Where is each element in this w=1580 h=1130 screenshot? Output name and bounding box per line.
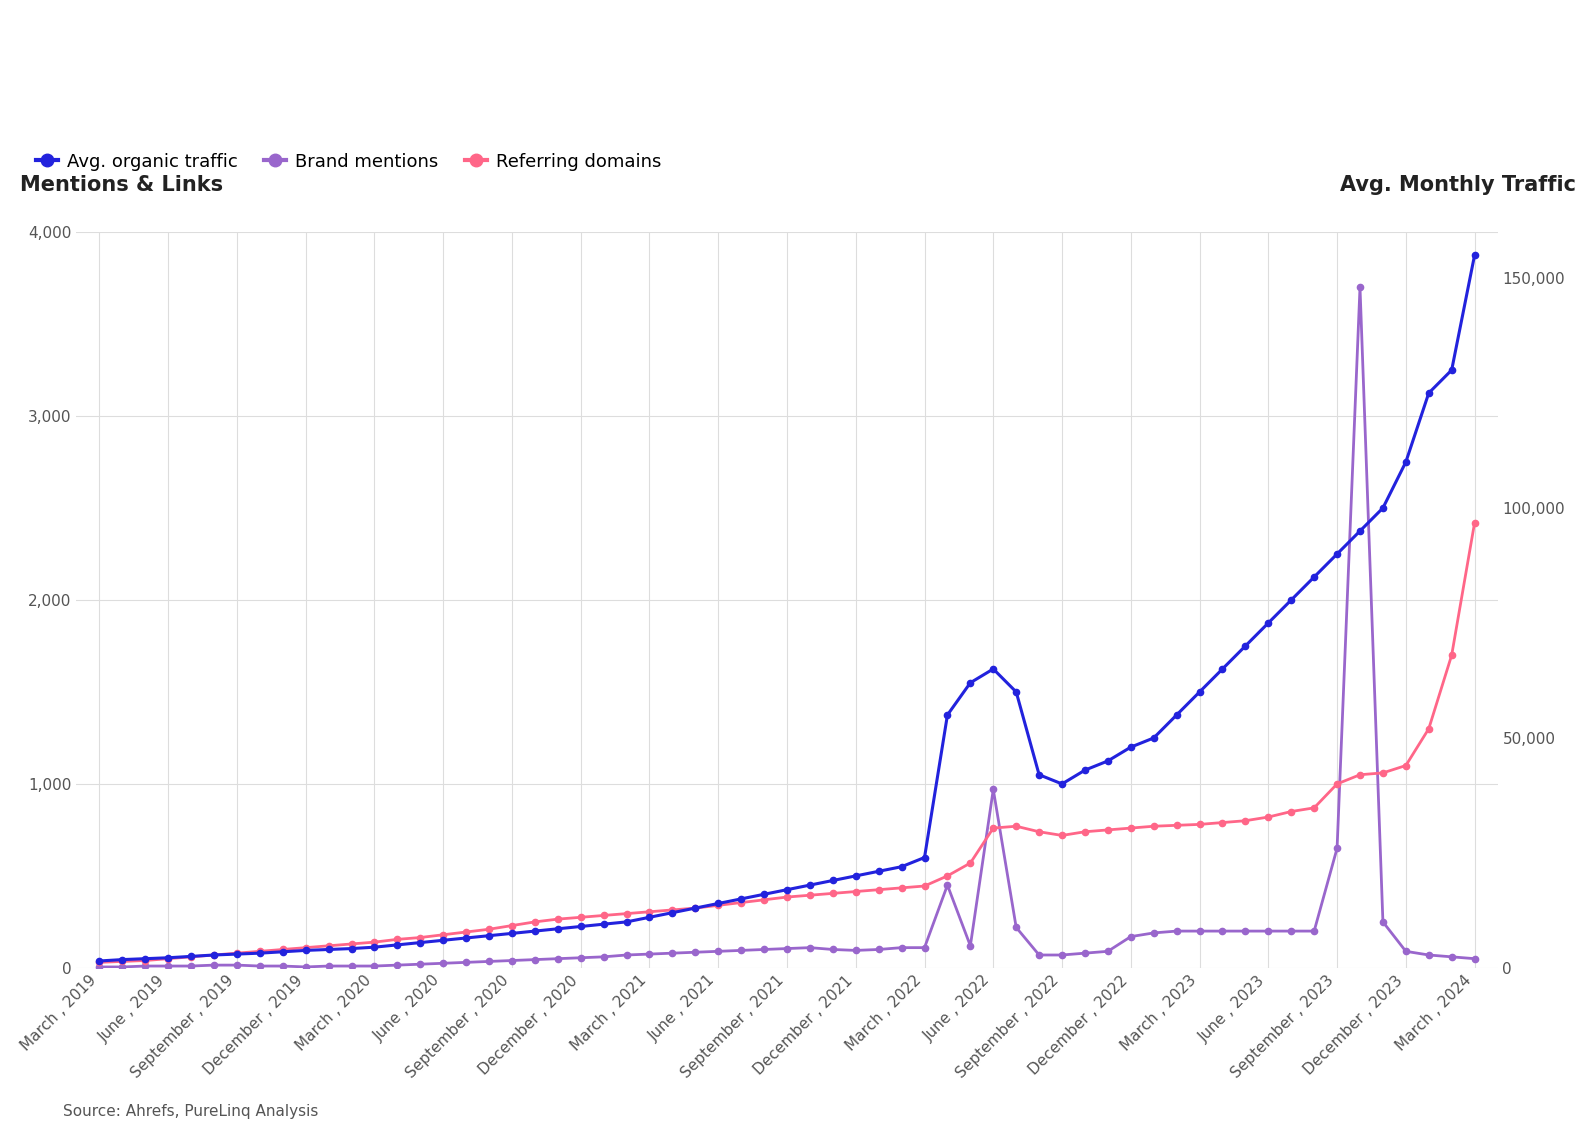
Text: Avg. Monthly Traffic: Avg. Monthly Traffic [1340,175,1575,195]
Legend: Avg. organic traffic, Brand mentions, Referring domains: Avg. organic traffic, Brand mentions, Re… [28,146,668,177]
Text: Source: Ahrefs, PureLinq Analysis: Source: Ahrefs, PureLinq Analysis [63,1104,319,1119]
Text: Mentions & Links: Mentions & Links [19,175,223,195]
